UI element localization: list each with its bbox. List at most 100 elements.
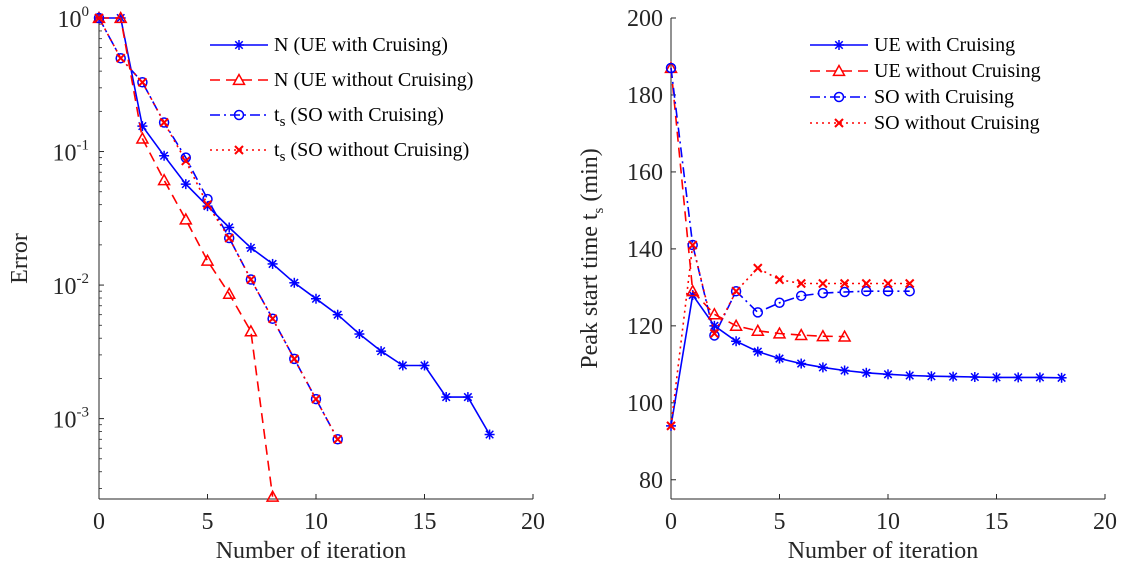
x-tick-label: 0 [93, 509, 105, 535]
data-point [794, 328, 808, 341]
data-point [837, 329, 852, 342]
legend-marker [833, 91, 845, 103]
data-point [1013, 372, 1024, 383]
data-point [883, 278, 893, 289]
y-axis-title: Error [7, 233, 33, 284]
data-point [687, 239, 698, 251]
data-point [883, 369, 893, 380]
data-point [816, 329, 830, 342]
data-point [137, 121, 148, 132]
data-point [861, 367, 872, 378]
legend-item: ts (SO without Cruising) [210, 139, 469, 165]
x-tick-label: 5 [202, 509, 214, 535]
data-point [709, 328, 720, 339]
data-point [135, 131, 150, 144]
peak-start-time-chart: 0 5 10 15 20 80 100 120 140 160 180 200 Number of it… [577, 6, 1117, 564]
legend-marker [832, 63, 846, 77]
data-point [289, 353, 300, 365]
y-tick-label: 10-3 [53, 405, 90, 434]
data-point [223, 232, 235, 244]
legend-item: ts (SO with Cruising) [210, 104, 444, 130]
data-point [245, 274, 257, 285]
data-point [202, 199, 213, 210]
data-point [687, 240, 698, 250]
data-point [462, 392, 473, 403]
y-tick-label: 80 [639, 468, 663, 494]
legend: UE with Cruising UE without Cruising SO wi… [810, 34, 1041, 134]
data-point [181, 156, 191, 166]
data-point [796, 358, 807, 369]
data-point [419, 360, 430, 371]
data-point [904, 285, 915, 297]
data-point [817, 287, 829, 299]
legend-label: N (UE with Cruising) [274, 34, 448, 56]
series-n-ue-without-cruising [92, 10, 280, 502]
data-point [200, 253, 215, 266]
x-tick-label: 0 [665, 509, 677, 535]
data-point [179, 212, 193, 225]
x-axis-title: Number of iteration [216, 538, 407, 564]
data-point [376, 346, 387, 357]
data-point [666, 421, 676, 431]
series-line [99, 17, 274, 497]
data-point [311, 293, 321, 304]
x-tick-label: 15 [985, 509, 1009, 535]
data-point [244, 324, 258, 337]
data-point [795, 290, 807, 302]
data-point [991, 372, 1002, 383]
data-point [707, 307, 722, 320]
data-point [774, 274, 785, 285]
data-point [685, 284, 700, 297]
data-point [311, 394, 321, 404]
y-tick-label: 10-1 [53, 138, 90, 167]
legend-item: SO with Cruising [810, 86, 1014, 108]
data-point [926, 371, 937, 382]
data-point [354, 329, 365, 340]
x-tick-label: 20 [521, 509, 545, 535]
data-point [904, 370, 915, 381]
data-point [839, 286, 850, 298]
data-point [774, 353, 785, 364]
data-point [1034, 372, 1045, 383]
y-tick-label: 10-2 [53, 271, 90, 300]
y-tick-label: 160 [627, 160, 663, 186]
legend-label: ts (SO without Cruising) [274, 139, 469, 165]
data-point [267, 313, 278, 324]
data-point [752, 307, 764, 318]
series-ue-with-cruising [666, 290, 1067, 431]
data-point [332, 309, 343, 320]
legend-label: SO without Cruising [874, 112, 1040, 134]
data-point [267, 313, 278, 324]
legend-marker [834, 40, 844, 50]
data-point [1056, 372, 1067, 383]
y-tick-label: 200 [627, 6, 663, 32]
data-point [113, 10, 128, 24]
data-point [818, 278, 828, 289]
data-point [969, 372, 980, 383]
legend-label: N (UE without Cruising) [274, 69, 473, 91]
data-point [752, 346, 763, 357]
legend-marker [834, 118, 844, 128]
y-tick-label: 100 [627, 391, 663, 417]
legend-marker [233, 109, 245, 121]
data-point [397, 360, 408, 371]
data-point [115, 53, 126, 63]
x-axis-title: Number of iteration [788, 538, 979, 564]
y-axis-title: Peak start time ts (min) [577, 148, 607, 368]
series-line [670, 244, 910, 426]
data-point [332, 434, 343, 445]
y-tick-label: 120 [627, 314, 663, 340]
legend-item: UE without Cruising [810, 60, 1041, 82]
series-line [670, 293, 1062, 427]
data-point [904, 278, 915, 289]
legend-item: N (UE with Cruising) [210, 34, 448, 56]
error-chart: 0 5 10 15 20 100 10-1 10-2 10-3 Number of iterati… [7, 4, 545, 564]
data-point [730, 285, 742, 297]
data-point [93, 12, 105, 24]
legend-marker [234, 40, 244, 50]
data-point [137, 77, 148, 88]
legend-item: UE with Cruising [810, 34, 1015, 56]
legend-label: UE with Cruising [874, 34, 1015, 56]
data-point [157, 173, 171, 186]
